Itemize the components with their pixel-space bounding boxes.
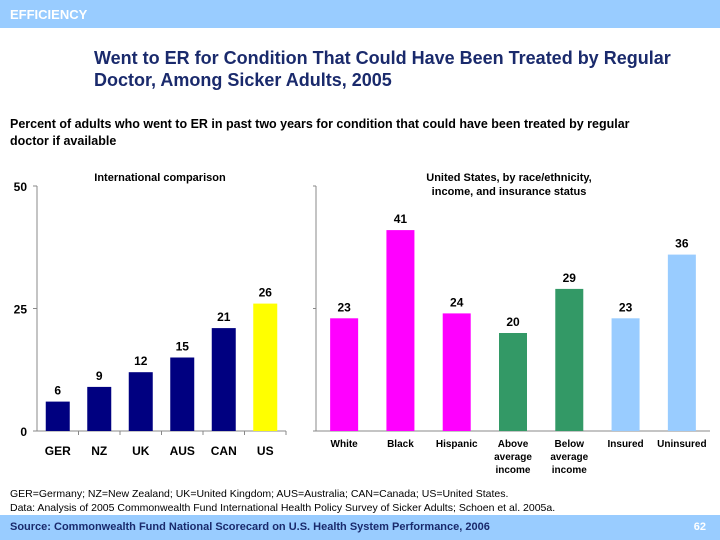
y-tick-label: 50 <box>14 180 28 194</box>
x-tick-label: Above <box>498 439 529 450</box>
notes: GER=Germany; NZ=New Zealand; UK=United K… <box>10 487 555 515</box>
data-label: 41 <box>394 212 408 226</box>
page-number: 62 <box>693 521 706 533</box>
bar-can <box>211 328 236 431</box>
x-tick-label: average <box>494 452 532 463</box>
data-note: Data: Analysis of 2005 Commonwealth Fund… <box>10 502 556 514</box>
x-tick-label: Black <box>387 439 414 450</box>
x-tick-label: Uninsured <box>657 439 706 450</box>
bar-aus <box>170 357 195 431</box>
x-tick-label: Insured <box>608 439 644 450</box>
data-label: 20 <box>506 315 520 329</box>
data-label: 23 <box>337 300 351 314</box>
x-tick-label: CAN <box>211 444 237 458</box>
x-tick-label: GER <box>45 444 71 458</box>
data-label: 26 <box>259 286 273 300</box>
data-label: 15 <box>176 340 190 354</box>
bar-ger <box>45 401 70 431</box>
x-tick-label: income <box>552 465 587 476</box>
x-tick-label: Below <box>555 439 585 450</box>
bar-nz <box>87 386 112 431</box>
bar-hispanic <box>442 313 471 431</box>
bar-uk <box>128 372 153 431</box>
footer-bar: Source: Commonwealth Fund National Score… <box>0 515 720 540</box>
section-label: EFFICIENCY <box>10 7 88 22</box>
data-label: 24 <box>450 295 464 309</box>
x-tick-label: White <box>331 439 359 450</box>
bar-below-average-income <box>555 288 584 431</box>
y-tick-label: 0 <box>20 425 27 439</box>
bar-us <box>253 303 278 431</box>
chart-title-us: income, and insurance status <box>432 186 587 198</box>
x-tick-label: UK <box>132 444 150 458</box>
data-label: 9 <box>96 369 103 383</box>
bar-uninsured <box>667 254 696 431</box>
x-tick-label: average <box>550 452 588 463</box>
slide-title: Went to ER for Condition That Could Have… <box>94 48 671 90</box>
x-tick-label: NZ <box>91 444 107 458</box>
source-text: Source: Commonwealth Fund National Score… <box>10 521 490 533</box>
chart-title-us: United States, by race/ethnicity, <box>426 172 591 184</box>
x-tick-label: US <box>257 444 274 458</box>
y-tick-label: 25 <box>14 303 28 317</box>
x-tick-label: AUS <box>170 444 195 458</box>
data-label: 12 <box>134 354 148 368</box>
data-label: 29 <box>563 271 577 285</box>
x-tick-label: Hispanic <box>436 439 478 450</box>
header-bar: EFFICIENCY <box>0 0 720 28</box>
chart-subtitle: Percent of adults who went to ER in past… <box>10 117 630 148</box>
data-label: 23 <box>619 300 633 314</box>
data-label: 21 <box>217 310 231 324</box>
bar-insured <box>611 318 640 431</box>
bar-above-average-income <box>499 333 527 431</box>
data-label: 6 <box>54 384 61 398</box>
bar-white <box>330 318 359 431</box>
data-label: 36 <box>675 237 689 251</box>
bar-black <box>386 230 415 431</box>
chart-title-international: International comparison <box>94 172 226 184</box>
x-tick-label: income <box>495 465 530 476</box>
abbreviation-note: GER=Germany; NZ=New Zealand; UK=United K… <box>10 488 509 500</box>
